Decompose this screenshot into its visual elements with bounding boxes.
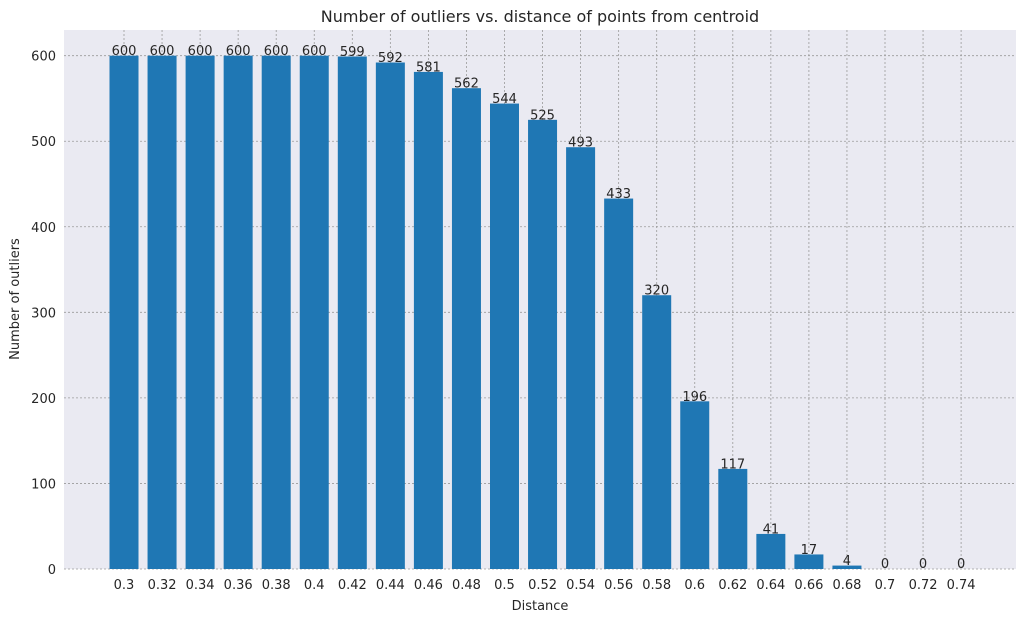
y-axis-ticks: 0 100 200 300 400 500 600 bbox=[31, 50, 56, 578]
bar bbox=[375, 62, 405, 570]
bar-value-label: 544 bbox=[492, 92, 517, 107]
bar-value-label: 0 bbox=[881, 557, 889, 572]
bar bbox=[109, 55, 139, 569]
bar-value-label: 600 bbox=[302, 44, 327, 59]
bar-value-label: 4 bbox=[843, 554, 851, 569]
bar bbox=[528, 119, 558, 569]
x-tick-label: 0.54 bbox=[566, 578, 595, 593]
x-tick-label: 0.48 bbox=[452, 578, 481, 593]
x-tick-label: 0.64 bbox=[756, 578, 785, 593]
bar-value-label: 600 bbox=[150, 44, 175, 59]
bar bbox=[680, 401, 710, 569]
x-tick-label: 0.42 bbox=[338, 578, 367, 593]
bar-value-label: 41 bbox=[763, 522, 780, 537]
x-tick-label: 0.36 bbox=[224, 578, 253, 593]
x-tick-label: 0.56 bbox=[604, 578, 633, 593]
x-axis-label: Distance bbox=[512, 599, 569, 614]
bar-value-label: 581 bbox=[416, 60, 441, 75]
bars bbox=[109, 55, 862, 570]
x-axis-ticks: 0.3 0.32 0.34 0.36 0.38 0.4 0.42 0.44 0.46 0.48 0.… bbox=[114, 578, 976, 593]
bar bbox=[490, 103, 519, 570]
bar bbox=[451, 88, 481, 569]
bar bbox=[756, 533, 786, 569]
y-tick-label: 100 bbox=[31, 477, 56, 492]
bar-value-label: 600 bbox=[264, 44, 289, 59]
chart-title: Number of outliers vs. distance of point… bbox=[321, 7, 759, 26]
bar bbox=[337, 56, 367, 570]
bar-value-label: 320 bbox=[644, 284, 669, 299]
bar-value-label: 493 bbox=[568, 136, 593, 151]
bar bbox=[604, 198, 634, 570]
x-tick-label: 0.44 bbox=[376, 578, 405, 593]
x-tick-label: 0.34 bbox=[186, 578, 215, 593]
x-tick-label: 0.32 bbox=[148, 578, 177, 593]
bar-value-label: 0 bbox=[919, 557, 927, 572]
bar bbox=[223, 55, 253, 569]
bar-value-label: 196 bbox=[682, 390, 707, 405]
bar-value-label: 600 bbox=[226, 44, 251, 59]
x-tick-label: 0.6 bbox=[684, 578, 705, 593]
bar-value-label: 117 bbox=[720, 457, 745, 472]
bar bbox=[832, 565, 862, 569]
bar bbox=[185, 55, 215, 569]
x-tick-label: 0.5 bbox=[494, 578, 515, 593]
bar bbox=[261, 55, 291, 569]
x-tick-label: 0.58 bbox=[642, 578, 671, 593]
x-tick-label: 0.62 bbox=[718, 578, 747, 593]
bar bbox=[718, 468, 748, 569]
x-tick-label: 0.4 bbox=[304, 578, 325, 593]
x-tick-label: 0.46 bbox=[414, 578, 443, 593]
bar-value-label: 17 bbox=[801, 543, 818, 558]
bar-value-label: 600 bbox=[112, 44, 137, 59]
data-labels: 600 600 600 600 600 600 599 592 581 562 544 525 493 4… bbox=[112, 44, 966, 572]
bar-value-label: 0 bbox=[957, 557, 965, 572]
y-tick-label: 300 bbox=[31, 306, 56, 321]
bar-value-label: 433 bbox=[606, 187, 631, 202]
bar bbox=[299, 55, 329, 569]
x-tick-label: 0.38 bbox=[262, 578, 291, 593]
bar-value-label: 600 bbox=[188, 44, 213, 59]
x-tick-label: 0.74 bbox=[947, 578, 976, 593]
y-tick-label: 500 bbox=[31, 135, 56, 150]
bar bbox=[794, 554, 824, 569]
bar bbox=[566, 147, 596, 569]
y-tick-label: 600 bbox=[31, 50, 56, 65]
x-tick-label: 0.66 bbox=[794, 578, 823, 593]
y-tick-label: 400 bbox=[31, 221, 56, 236]
y-axis-label: Number of outliers bbox=[8, 238, 23, 360]
x-tick-label: 0.3 bbox=[114, 578, 135, 593]
bar-value-label: 525 bbox=[530, 108, 555, 123]
y-tick-label: 200 bbox=[31, 392, 56, 407]
x-tick-label: 0.7 bbox=[875, 578, 896, 593]
bar-value-label: 599 bbox=[340, 45, 365, 60]
bar bbox=[413, 71, 443, 569]
bar-value-label: 562 bbox=[454, 77, 479, 92]
x-tick-label: 0.68 bbox=[832, 578, 861, 593]
x-tick-label: 0.72 bbox=[909, 578, 938, 593]
bar bbox=[642, 295, 672, 569]
bar-value-label: 592 bbox=[378, 51, 403, 66]
y-tick-label: 0 bbox=[48, 563, 56, 578]
x-tick-label: 0.52 bbox=[528, 578, 557, 593]
bar bbox=[147, 55, 177, 569]
